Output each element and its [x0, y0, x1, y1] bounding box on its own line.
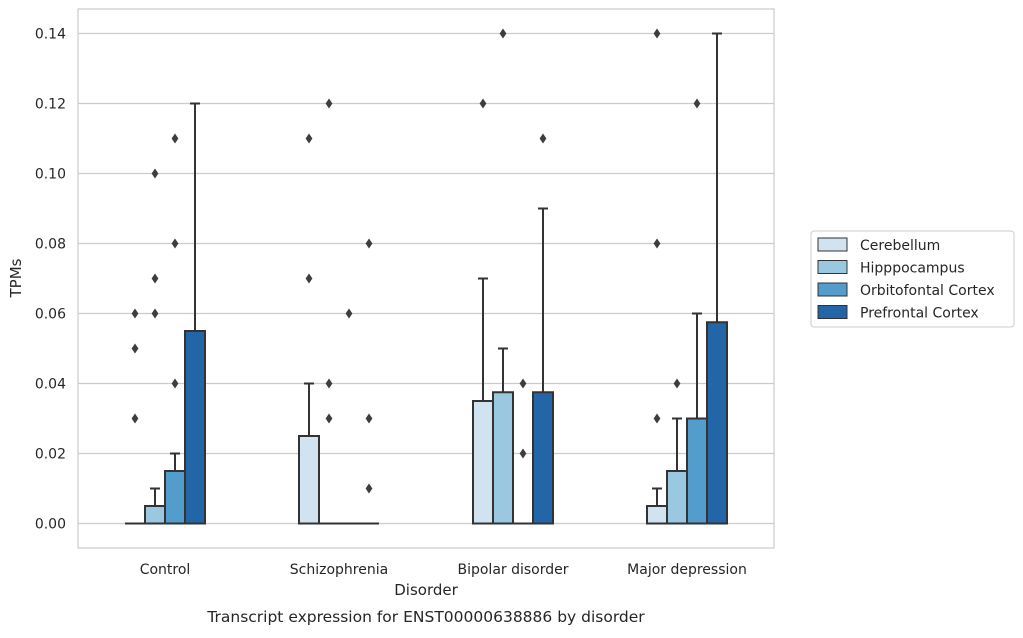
- outlier-point: [305, 133, 313, 144]
- bar: [686, 417, 708, 525]
- outlier-point: [693, 98, 701, 109]
- legend-swatch: [817, 305, 848, 319]
- y-axis-label: TPMs: [7, 258, 25, 298]
- y-tick-label: 0.06: [35, 307, 66, 323]
- legend-label: Hipppocampus: [860, 261, 965, 277]
- outlier-point: [539, 133, 547, 144]
- bar: [472, 400, 494, 525]
- y-tick-label: 0.10: [35, 167, 66, 183]
- outlier-point: [325, 413, 333, 424]
- x-tick-label: Bipolar disorder: [457, 562, 568, 578]
- outlier-point: [499, 28, 507, 39]
- outlier-point: [673, 378, 681, 389]
- y-tick-label: 0.04: [35, 377, 66, 393]
- legend-swatch: [817, 260, 848, 274]
- outlier-point: [519, 378, 527, 389]
- x-axis-label: Disorder: [394, 581, 458, 599]
- x-tick-label: Major depression: [627, 562, 747, 578]
- bar: [184, 330, 206, 525]
- outlier-point: [479, 98, 487, 109]
- legend-swatch: [817, 237, 848, 252]
- y-tick-label: 0.08: [35, 237, 66, 253]
- legend: Cerebellum Hipppocampus Orbitofontal Corte…: [810, 230, 1015, 328]
- bar: [532, 391, 554, 525]
- outlier-point: [519, 448, 527, 459]
- bar: [492, 391, 514, 525]
- legend-label: Cerebellum: [860, 238, 940, 254]
- outlier-points: [131, 28, 701, 494]
- bar: [164, 470, 186, 525]
- outlier-point: [325, 98, 333, 109]
- outlier-point: [365, 483, 373, 494]
- x-tick-labels: Control Schizophrenia Bipolar disorder Majo…: [140, 562, 747, 578]
- outlier-point: [151, 273, 159, 284]
- x-tick-label: Control: [140, 562, 191, 578]
- y-tick-label: 0.14: [35, 27, 66, 43]
- outlier-point: [131, 413, 139, 424]
- bar: [144, 505, 166, 525]
- legend-label: Prefrontal Cortex: [860, 306, 979, 322]
- x-tick-label: Schizophrenia: [290, 562, 388, 578]
- bar: [646, 505, 668, 525]
- outlier-point: [131, 308, 139, 319]
- outlier-point: [325, 378, 333, 389]
- outlier-point: [171, 378, 179, 389]
- whiskers: [150, 32, 722, 506]
- outlier-point: [131, 343, 139, 354]
- y-tick-labels: 0.00 0.02 0.04 0.06 0.08 0.10 0.12 0.14: [35, 27, 66, 533]
- outlier-point: [171, 133, 179, 144]
- bar: [666, 470, 688, 525]
- outlier-point: [151, 168, 159, 179]
- outlier-point: [653, 413, 661, 424]
- legend-frame: [810, 230, 1015, 328]
- outlier-point: [653, 28, 661, 39]
- legend-label: Orbitofontal Cortex: [860, 283, 995, 299]
- chart-caption: Transcript expression for ENST0000063888…: [206, 608, 645, 626]
- y-tick-label: 0.02: [35, 447, 66, 463]
- bar: [298, 435, 320, 525]
- outlier-point: [171, 238, 179, 249]
- outlier-point: [365, 238, 373, 249]
- outlier-point: [151, 308, 159, 319]
- y-tick-label: 0.00: [35, 517, 66, 533]
- bar: [706, 321, 728, 525]
- legend-swatch: [817, 282, 848, 297]
- y-tick-label: 0.12: [35, 97, 66, 113]
- plot-area-frame: [77, 8, 775, 549]
- outlier-point: [305, 273, 313, 284]
- outlier-point: [365, 413, 373, 424]
- outlier-point: [345, 308, 353, 319]
- outlier-point: [653, 238, 661, 249]
